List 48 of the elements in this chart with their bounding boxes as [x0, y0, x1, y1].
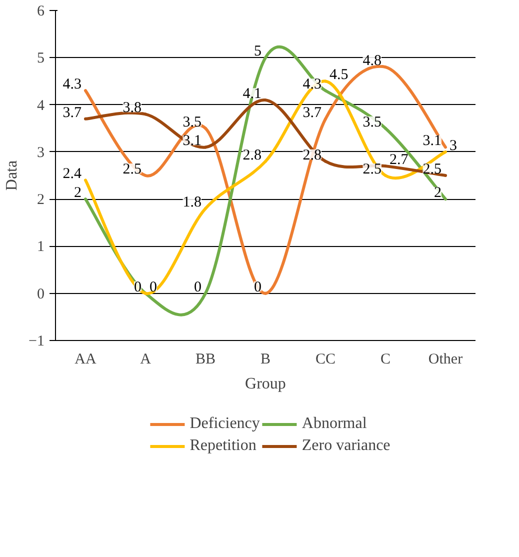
x-tick-label: AA	[74, 352, 96, 368]
data-label: 3	[450, 138, 457, 154]
x-tick-label: BB	[195, 352, 216, 368]
data-label: 4.1	[242, 86, 262, 102]
x-axis-title: Group	[245, 376, 286, 392]
data-label: 2.4	[62, 166, 82, 182]
data-label: 2.5	[122, 162, 142, 178]
y-tick-label: 1	[37, 239, 44, 256]
data-label: 2.7	[390, 152, 409, 168]
data-label: 2.8	[242, 147, 262, 164]
data-label: 4.8	[362, 53, 382, 70]
data-label: 3.7	[302, 104, 322, 121]
legend-label: Abnormal	[302, 415, 367, 433]
data-label: 0	[194, 279, 202, 296]
data-label: 3.8	[122, 100, 142, 116]
x-tick-label: CC	[315, 352, 336, 368]
y-tick-label: 0	[37, 286, 44, 302]
legend-label: Deficiency	[190, 415, 260, 433]
data-label: 3.7	[62, 104, 82, 121]
data-label: 0	[150, 279, 157, 296]
data-label: 2.5	[362, 162, 382, 178]
data-label: 3.1	[422, 133, 442, 150]
data-label: 3.5	[362, 114, 382, 130]
data-label: 4.3	[62, 76, 82, 93]
x-tick-label: B	[260, 352, 271, 368]
y-tick-label: 2	[37, 192, 44, 208]
y-axis-title: Data	[4, 160, 21, 191]
data-label: 3.1	[182, 133, 202, 150]
data-label: 5	[254, 44, 262, 60]
y-tick-label: 6	[37, 4, 45, 20]
x-tick-label: Other	[428, 352, 463, 368]
legend-label: Repetition	[190, 437, 256, 455]
data-label: 4.3	[302, 76, 322, 93]
y-tick-label: 4	[37, 98, 45, 114]
data-label: 1.8	[182, 194, 202, 210]
data-label: 2	[434, 185, 442, 202]
y-tick-label: 5	[37, 50, 44, 67]
data-label: 2	[74, 185, 82, 202]
data-label: 3.5	[182, 114, 202, 130]
y-tick-label: 3	[37, 144, 44, 161]
data-label: 0	[134, 279, 142, 296]
y-tick-label: −1	[28, 334, 45, 350]
data-label: 4.5	[330, 67, 348, 84]
legend-label: Zero variance	[302, 437, 390, 455]
data-label: 0	[254, 279, 262, 296]
x-tick-label: C	[380, 352, 391, 368]
data-label: 2.8	[302, 147, 322, 164]
x-tick-label: A	[140, 352, 152, 368]
